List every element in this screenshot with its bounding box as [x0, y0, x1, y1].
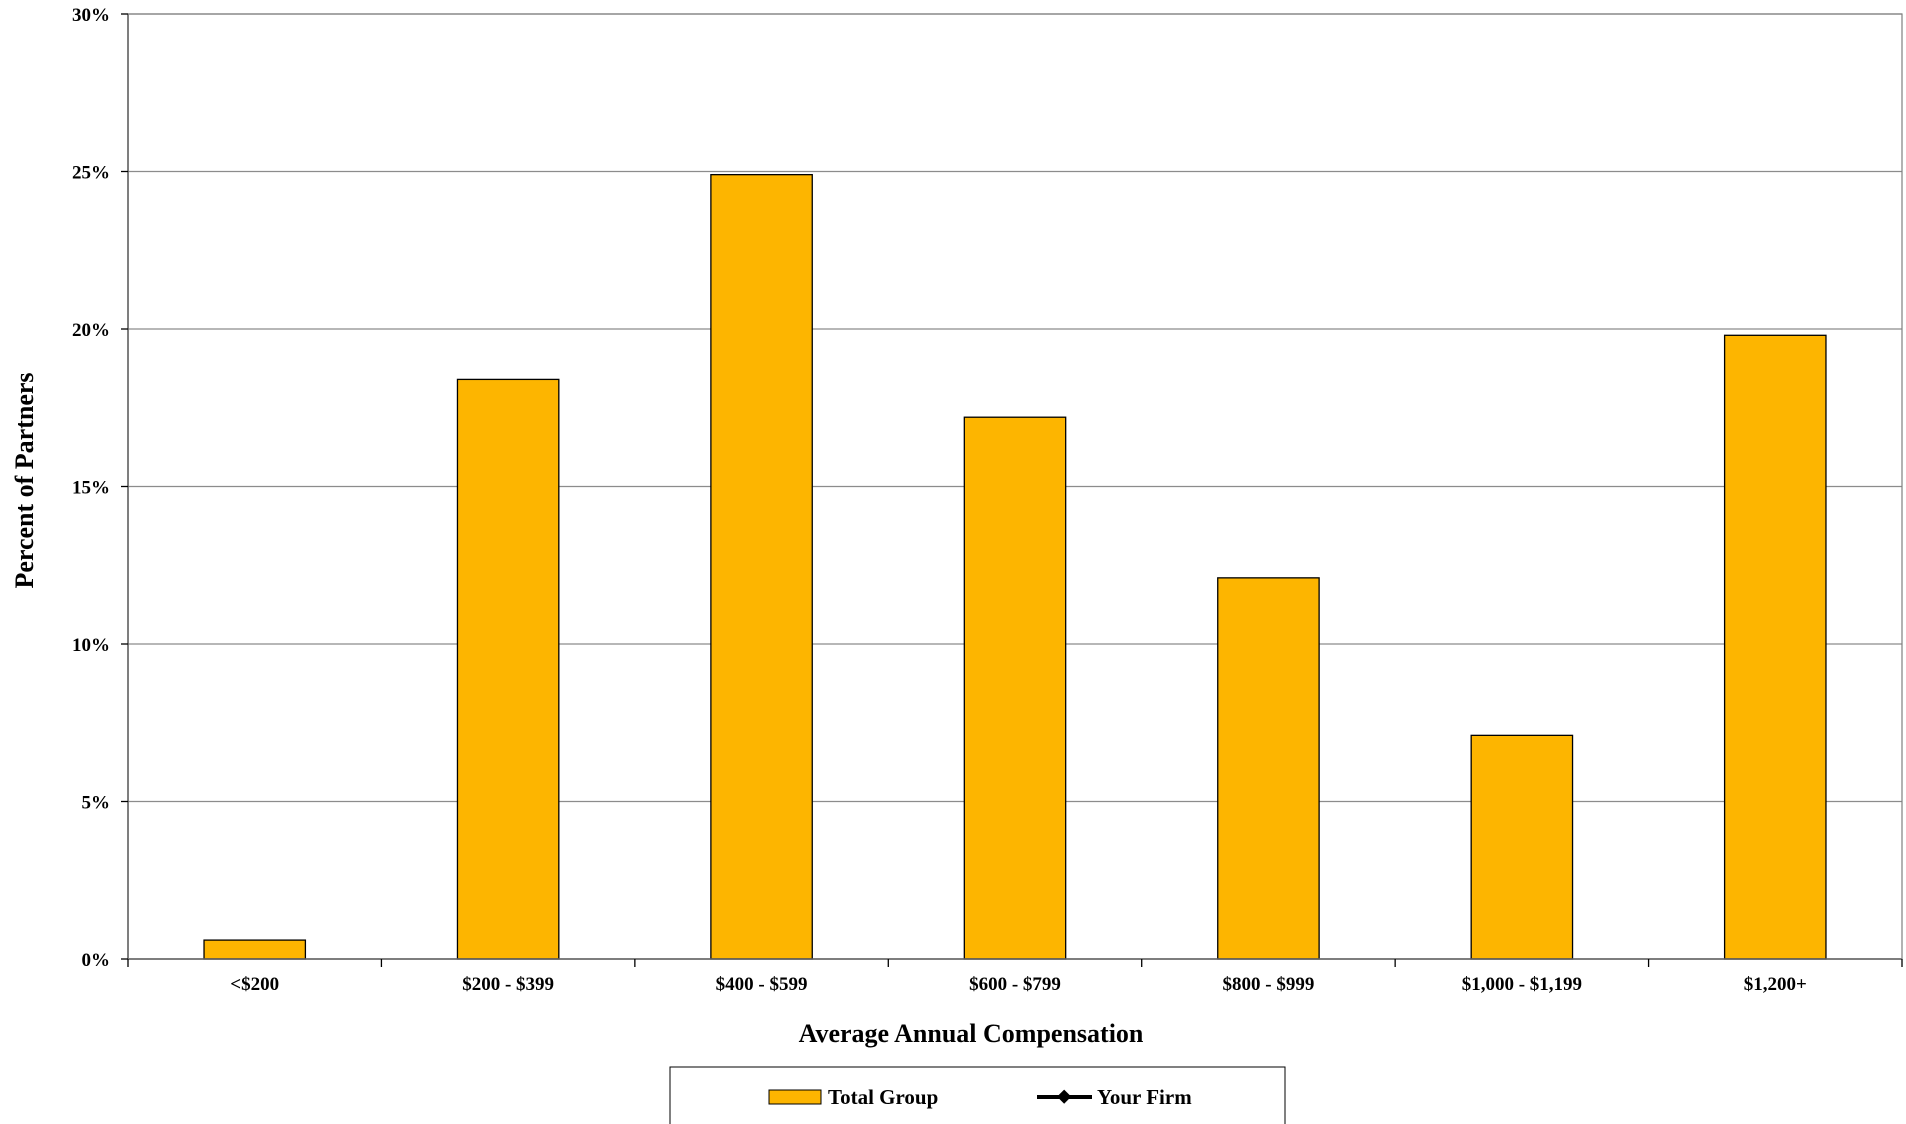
y-tick-label-1: 5%: [82, 793, 111, 814]
x-tick-label-5: $1,000 - $1,199: [1462, 974, 1582, 995]
y-tick-labels: 0% 5% 10% 15% 20% 25% 30%: [72, 5, 110, 971]
legend-label-total-group: Total Group: [828, 1085, 938, 1109]
x-tick-label-4: $800 - $999: [1223, 974, 1315, 995]
x-axis-title: Average Annual Compensation: [799, 1019, 1144, 1048]
x-tick-label-6: $1,200+: [1744, 974, 1807, 995]
legend: Total Group Your Firm: [669, 1066, 1286, 1124]
bar-1: [456, 378, 560, 960]
legend-label-your-firm: Your Firm: [1097, 1085, 1192, 1109]
legend-box: [669, 1066, 1286, 1124]
y-tick-label-0: 0%: [82, 950, 111, 971]
bar-4: [1217, 577, 1320, 960]
x-tick-label-1: $200 - $399: [462, 974, 554, 995]
x-tick-label-2: $400 - $599: [716, 974, 808, 995]
bar-2: [710, 173, 813, 960]
y-tick-label-2: 10%: [72, 635, 110, 656]
legend-swatch-total-group: [768, 1089, 822, 1105]
x-tick-labels: <$200 $200 - $399 $400 - $599 $600 - $799 $8…: [230, 974, 1807, 995]
y-tick-label-5: 25%: [72, 163, 110, 184]
legend-diamond-your-firm: [1057, 1089, 1072, 1104]
y-axis-title: Percent of Partners: [10, 372, 39, 588]
bar-6: [1723, 334, 1827, 960]
bar-0: [203, 939, 307, 960]
y-tick-label-4: 20%: [72, 320, 110, 341]
y-tick-label-3: 15%: [72, 478, 110, 499]
x-tick-label-3: $600 - $799: [969, 974, 1061, 995]
bar-5: [1470, 734, 1574, 960]
bar-3: [963, 416, 1067, 960]
axes: [121, 13, 1903, 967]
y-tick-label-6: 30%: [72, 5, 110, 26]
x-tick-label-0: <$200: [230, 974, 279, 995]
bars-total-group: [203, 173, 1827, 960]
